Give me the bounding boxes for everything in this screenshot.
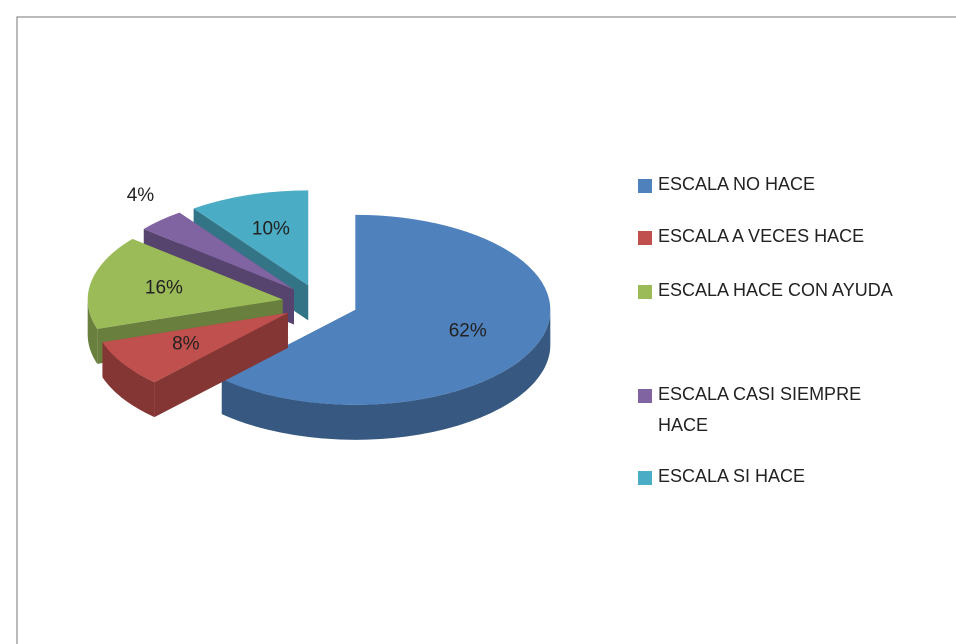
slice-group (102, 312, 288, 418)
data-label: 62% (449, 321, 487, 342)
legend-item: ESCALA HACE CON AYUDA (638, 280, 908, 306)
legend-swatch (638, 471, 652, 485)
legend-item: ESCALA NO HACE (638, 174, 908, 200)
slice (102, 312, 288, 383)
legend-item: ESCALA A VECES HACE (638, 226, 908, 252)
data-label: 4% (127, 185, 155, 206)
slice (87, 238, 283, 329)
legend-swatch (638, 389, 652, 403)
legend-label: ESCALA A VECES HACE (658, 226, 865, 246)
legend-item: ESCALA CASI SIEMPRE HACE (638, 384, 908, 441)
data-label: 10% (252, 218, 290, 239)
slice-group (221, 214, 551, 440)
legend-swatch (638, 231, 652, 245)
slice (221, 214, 551, 405)
legend-swatch (638, 285, 652, 299)
legend-label: ESCALA HACE CON AYUDA (658, 280, 893, 300)
slice-wall (221, 309, 551, 440)
data-label: 16% (145, 278, 183, 299)
chart-frame (16, 16, 956, 644)
legend-label: ESCALA NO HACE (658, 174, 816, 194)
legend-label: ESCALA SI HACE (658, 466, 806, 486)
legend-item: ESCALA SI HACE (638, 466, 908, 492)
slice (193, 190, 309, 286)
data-label: 8% (172, 333, 200, 354)
slice-wall (87, 299, 98, 364)
slice-wall (102, 342, 155, 418)
legend-swatch (638, 179, 652, 193)
slice (143, 212, 294, 290)
legend-label: ESCALA CASI SIEMPRE HACE (658, 384, 862, 435)
